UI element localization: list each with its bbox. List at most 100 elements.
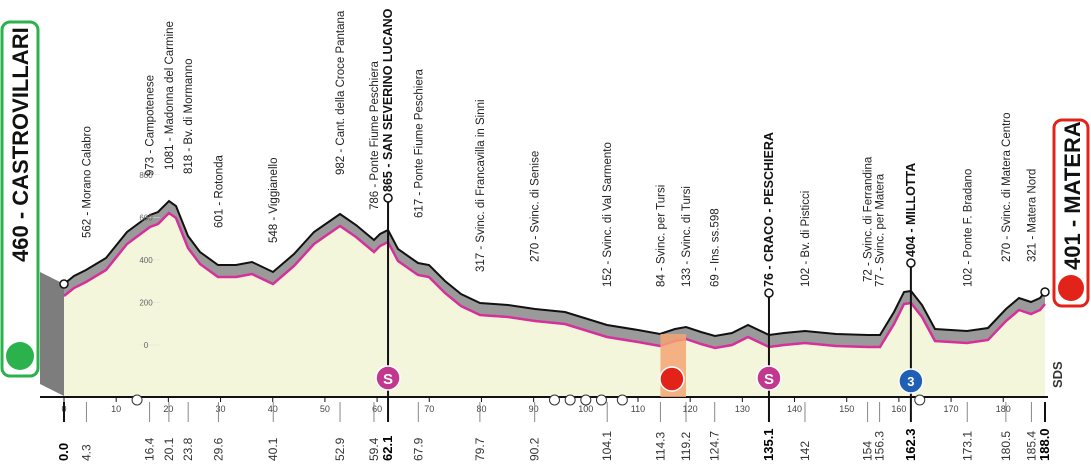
tunnel-icon	[595, 394, 607, 406]
km-label: 40.1	[266, 437, 280, 461]
start-dot	[59, 279, 69, 289]
km-tick-label: 100	[578, 404, 593, 414]
waypoint-label: 973 - Campotenese	[145, 75, 157, 176]
alt-tick-label: 0	[144, 341, 149, 350]
waypoint-label: 865 - SAN SEVERINO LUCANO	[381, 8, 395, 192]
finish-label: 401 - MATERA	[1060, 121, 1085, 270]
finish-dot	[1040, 287, 1050, 297]
waypoint-label: 321 - Matera Nord	[1026, 169, 1038, 262]
km-label: 104.1	[600, 431, 614, 461]
km-label: 79.7	[473, 437, 487, 461]
km-tick-label: 170	[944, 404, 959, 414]
sprint-label: S	[764, 371, 774, 388]
km-label: 4.3	[79, 444, 93, 461]
profile-top	[63, 199, 1046, 338]
km-tick-label: 70	[424, 404, 434, 414]
tunnel-icon	[549, 394, 560, 406]
tunnel-icon	[564, 394, 576, 406]
kom-label: 3	[907, 374, 914, 389]
waypoint-label: 601 - Rotonda	[213, 155, 225, 228]
alt-tick-label: 800	[139, 171, 153, 180]
waypoint-label: 270 - Svinc. di Matera Centro	[1001, 112, 1013, 262]
waypoint-dot	[764, 288, 774, 298]
waypoint-label: 102 - Bv. di Pisticci	[800, 191, 812, 287]
km-label: 90.2	[528, 437, 542, 461]
kom-icon	[898, 368, 924, 394]
km-tick-label: 130	[735, 404, 750, 414]
waypoint-label: 77 - Svinc. per Matera	[875, 173, 887, 287]
km-tick-label: 20	[163, 404, 173, 414]
sprint-icon	[375, 365, 401, 391]
sds-label: SDS	[1050, 361, 1065, 388]
feed-icon	[659, 366, 685, 392]
waypoint-label: 818 - Bv. di Mormanno	[183, 59, 195, 174]
waypoint-dot	[383, 193, 393, 203]
km-tick-label: 30	[216, 404, 226, 414]
start-banner	[0, 20, 40, 378]
km-label: 180.5	[999, 431, 1013, 461]
waypoint-label: 617 - Ponte Fiume Peschiera	[413, 68, 425, 218]
km-label: 188.0	[1037, 428, 1052, 461]
km-tick-label: 180	[996, 404, 1011, 414]
profile	[40, 199, 1048, 398]
sprint-label: S	[383, 371, 393, 388]
km-label: 154	[861, 441, 875, 461]
km-label: 185.4	[1024, 431, 1038, 461]
waypoint-label: 270 - Svinc. di Senise	[530, 151, 542, 262]
tunnel-icon	[131, 394, 143, 406]
waypoint-label: 1081 - Madonna del Carmine	[164, 21, 176, 170]
waypoint-label: 69 - Ins. ss.598	[710, 208, 722, 287]
tunnel-icon	[914, 394, 926, 406]
km-tick-label: 110	[631, 404, 645, 414]
km-tick-label: 60	[372, 404, 382, 414]
tunnel-icon	[616, 394, 628, 406]
finish-icon	[1058, 275, 1084, 301]
sprint-icon	[756, 365, 782, 391]
waypoint-label: 562 - Morano Calabro	[81, 126, 93, 238]
profile-side	[40, 272, 64, 396]
waypoint-label: 133 - Svinc. di Tursi	[681, 186, 693, 287]
km-label: 156.3	[873, 431, 887, 461]
km-label: 135.1	[761, 428, 776, 461]
km-label: 20.1	[162, 437, 176, 461]
km-tick-label: 120	[683, 404, 698, 414]
waypoint-label: 152 - Svinc. di Val Sarmento	[602, 142, 614, 287]
km-tick-label: 160	[891, 404, 906, 414]
waypoint-label: 404 - MILLOTTA	[904, 163, 918, 257]
waypoint-label: 786 - Ponte Fiume Peschiera	[369, 60, 381, 210]
km-label: 67.9	[411, 437, 425, 461]
finish-banner	[1052, 118, 1090, 308]
km-label: 114.3	[653, 432, 667, 461]
km-label: 162.3	[903, 428, 918, 461]
waypoint-label: 102 - Ponte F. Bradano	[962, 169, 974, 287]
km-tick-label: 90	[529, 404, 539, 414]
waypoint-label: 72 - Svinc. di Ferrandina	[863, 156, 875, 282]
km-label: 0.0	[56, 443, 71, 461]
km-tick-label: 40	[268, 404, 278, 414]
waypoint-label: 982 - Cant. della Croce Pantana	[335, 10, 347, 175]
km-label: 52.9	[333, 437, 347, 461]
waypoint-label: 76 - CRACO - PESCHIERA	[762, 132, 776, 287]
km-tick-label: 150	[839, 404, 854, 414]
km-label: 173.1	[960, 431, 974, 461]
km-label: 59.4	[367, 437, 381, 461]
km-label: 124.7	[708, 431, 722, 461]
waypoint-label: 317 - Svinc. di Francavilla in Sinni	[475, 99, 487, 272]
profile-road	[63, 211, 1046, 350]
km-label: 29.6	[211, 437, 225, 461]
km-label: 23.8	[181, 437, 195, 461]
km-tick-label: 10	[111, 404, 121, 414]
waypoint-label: 548 - Viggianello	[268, 158, 280, 243]
alt-tick-label: 400	[139, 256, 153, 265]
start-icon	[6, 342, 34, 370]
km-tick-label: 140	[787, 404, 802, 414]
alt-tick-label: 200	[139, 298, 153, 307]
km-label: 16.4	[143, 437, 157, 461]
km-label: 62.1	[380, 436, 395, 461]
waypoint-dot	[906, 258, 916, 268]
start-label: 460 - CASTROVILLARI	[8, 27, 33, 262]
km-tick-label: 50	[320, 404, 330, 414]
waypoint-label: 84 - Svinc. per Tursi	[655, 185, 667, 287]
km-label: 142	[798, 441, 812, 461]
